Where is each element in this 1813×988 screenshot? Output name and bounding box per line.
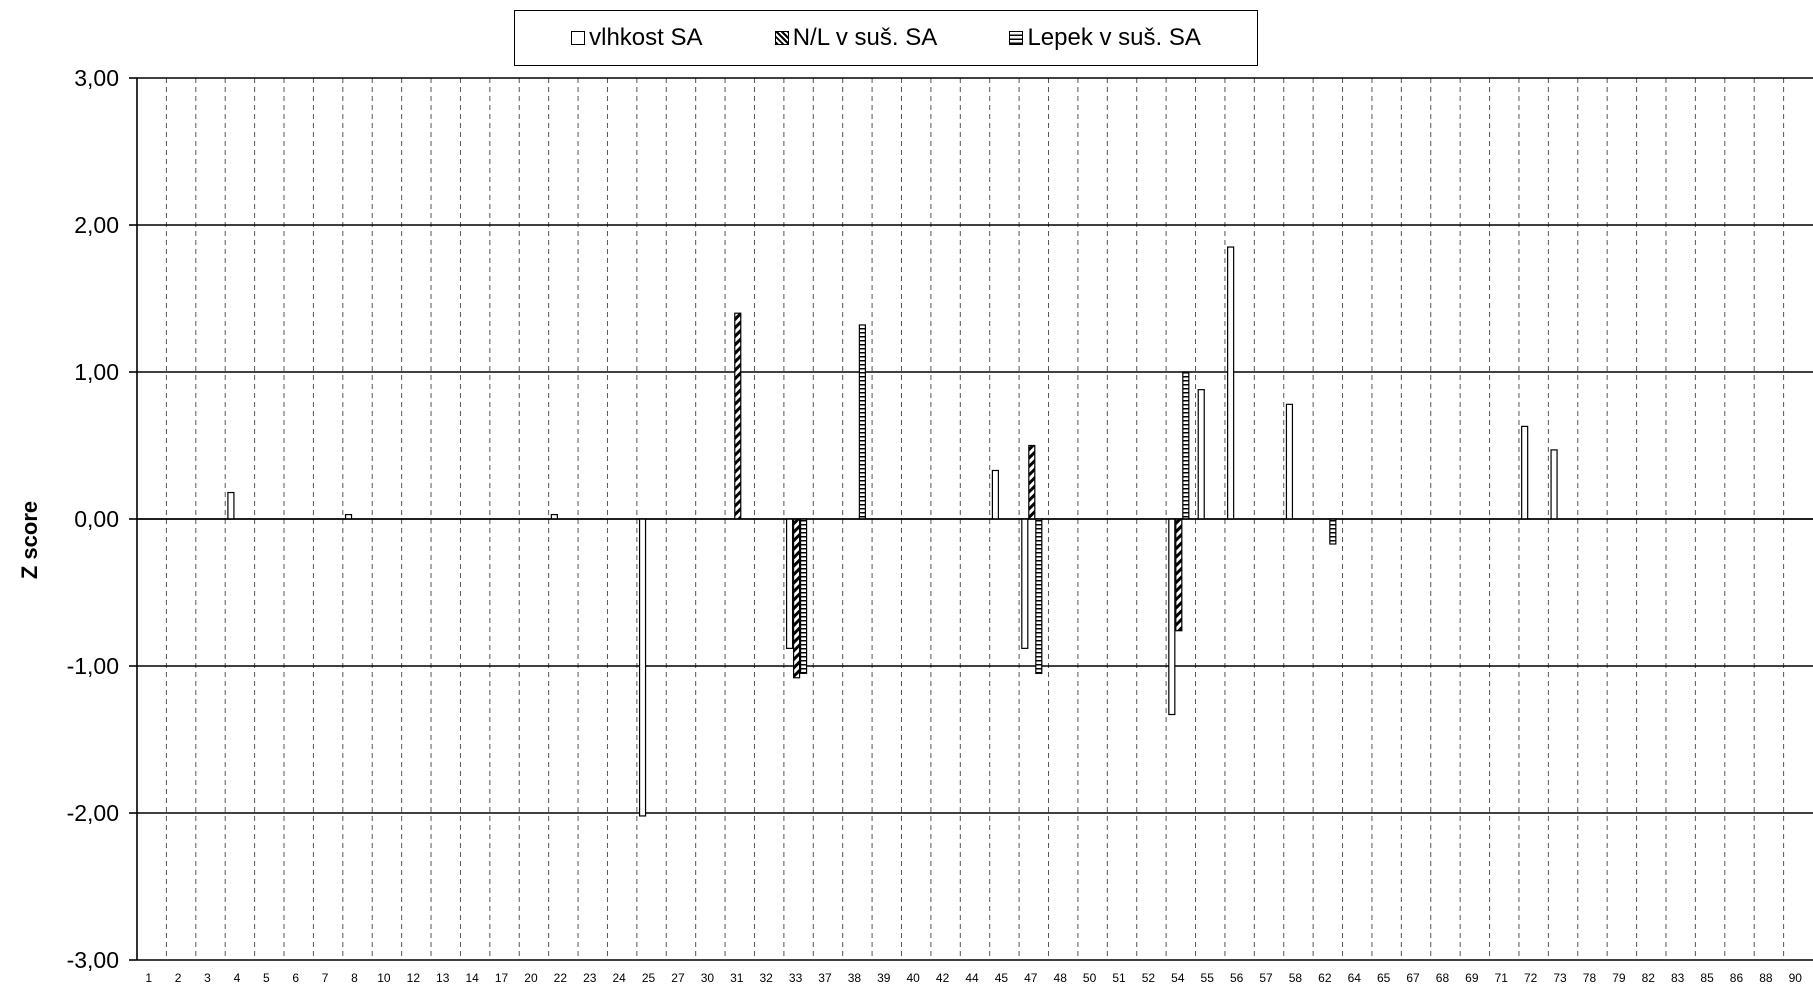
bar [785,518,794,649]
bar [1028,444,1036,520]
x-tick-label: 71 [1495,971,1509,985]
x-tick-label: 2 [175,971,182,985]
x-tick-label: 1 [145,971,152,985]
x-tick-label: 83 [1671,971,1685,985]
x-tick-label: 79 [1612,971,1626,985]
x-tick-label: 38 [848,971,862,985]
x-tick-label: 54 [1171,971,1185,985]
x-tick-label: 3 [204,971,211,985]
y-tick-label: -2,00 [67,800,119,826]
x-tick-label: 37 [818,971,832,985]
x-tick-label: 62 [1318,971,1332,985]
legend-item-nl: N/L v suš. SA [774,24,938,52]
bar [1197,389,1205,520]
bar [1550,449,1558,520]
y-tick-label: 2,00 [74,212,119,238]
x-tick-label: 50 [1083,971,1097,985]
bar [799,518,808,674]
x-tick-label: 88 [1759,971,1773,985]
x-tick-label: 85 [1700,971,1714,985]
bar [1521,425,1529,520]
x-tick-label: 65 [1377,971,1391,985]
y-tick-label: 1,00 [74,359,119,385]
x-tick-label: 23 [583,971,597,985]
x-tick-label: 44 [965,971,979,985]
legend-label: N/L v suš. SA [792,24,938,51]
x-tick-label: 4 [234,971,241,985]
y-tick-label: 0,00 [74,506,119,532]
x-tick-label: 82 [1642,971,1656,985]
legend-label: Lepek v suš. SA [1027,24,1201,51]
x-tick-label: 90 [1789,971,1803,985]
bar [1175,518,1183,632]
x-tick-label: 30 [701,971,715,985]
legend-swatch-diagonal [774,31,789,45]
x-tick-label: 25 [642,971,656,985]
bar [1329,518,1337,545]
bar [991,469,1000,520]
x-tick-label: 39 [877,971,891,985]
bar [1168,518,1176,716]
bar [1182,371,1190,520]
x-tick-label: 12 [407,971,421,985]
x-tick-label: 20 [524,971,538,985]
legend-item-vlhkost: vlhkost SA [571,24,703,52]
bar [638,518,647,817]
x-tick-label: 7 [322,971,329,985]
bar [227,491,235,520]
bar [1021,518,1029,649]
bar [1227,246,1235,520]
x-tick-label: 22 [554,971,568,985]
x-tick-label: 31 [730,971,744,985]
x-tick-label: 47 [1024,971,1038,985]
x-tick-label: 55 [1201,971,1215,985]
x-tick-label: 56 [1230,971,1244,985]
bar [1035,518,1043,674]
x-tick-label: 32 [759,971,773,985]
x-tick-label: 64 [1348,971,1362,985]
x-tick-label: 69 [1465,971,1479,985]
x-tick-label: 48 [1054,971,1068,985]
x-tick-label: 52 [1142,971,1156,985]
x-tick-label: 72 [1524,971,1538,985]
x-tick-label: 45 [995,971,1009,985]
x-tick-label: 17 [495,971,509,985]
bar [1285,403,1294,520]
x-tick-label: 68 [1436,971,1450,985]
x-tick-label: 24 [612,971,626,985]
x-tick-label: 51 [1112,971,1126,985]
x-tick-label: 13 [436,971,450,985]
x-tick-label: 73 [1553,971,1567,985]
x-tick-label: 8 [351,971,358,985]
x-tick-label: 27 [671,971,685,985]
x-tick-label: 58 [1289,971,1303,985]
x-tick-label: 40 [907,971,921,985]
y-tick-label: -3,00 [67,947,119,973]
x-tick-label: 78 [1583,971,1597,985]
bar [858,324,866,520]
x-tick-label: 42 [936,971,950,985]
legend-swatch-horizontal [1009,31,1024,45]
x-tick-label: 86 [1730,971,1744,985]
x-tick-label: 6 [292,971,299,985]
legend-swatch-plain [571,31,586,45]
x-tick-label: 57 [1259,971,1273,985]
legend: vlhkost SA N/L v suš. SA Lepek v suš. SA [514,10,1258,66]
y-tick-label: 3,00 [74,65,119,91]
x-tick-label: 14 [465,971,479,985]
x-tick-label: 10 [377,971,391,985]
bar [734,312,742,520]
bar [792,518,801,679]
x-tick-label: 33 [789,971,803,985]
legend-label: vlhkost SA [589,24,703,51]
y-tick-label: -1,00 [67,653,119,679]
x-tick-label: 67 [1406,971,1420,985]
legend-item-lepek: Lepek v suš. SA [1009,24,1201,52]
x-tick-label: 5 [263,971,270,985]
